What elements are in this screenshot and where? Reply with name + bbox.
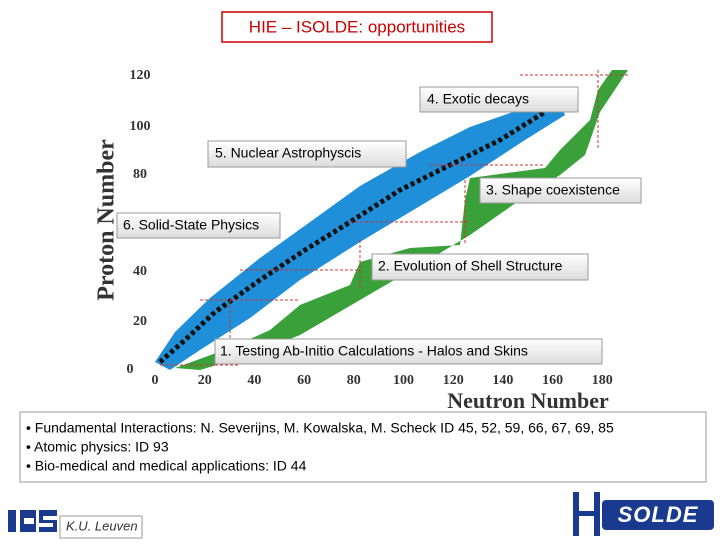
topic-label: 4. Exotic decays: [427, 91, 529, 107]
stable-nuclei: [158, 109, 547, 364]
x-tick-label: 140: [492, 373, 513, 388]
topic-label: 2. Evolution of Shell Structure: [378, 258, 563, 274]
x-tick-label: 180: [592, 373, 613, 388]
topic-box: [207, 140, 407, 168]
topic-box: [371, 253, 589, 281]
title: HIE – ISOLDE: opportunities: [249, 17, 465, 36]
x-tick-label: 160: [542, 373, 563, 388]
x-tick-label: 80: [347, 373, 361, 388]
x-tick-label: 120: [443, 373, 464, 388]
x-tick-label: 20: [198, 373, 212, 388]
bullet-box: [19, 411, 707, 483]
y-axis-label: Proton Number: [94, 139, 120, 301]
topic-box: [116, 212, 281, 239]
y-tick-label: 120: [130, 68, 151, 83]
x-tick-label: 0: [152, 373, 159, 388]
topic-boxes: 4. Exotic decays 5. Nuclear Astrophyscis…: [116, 86, 642, 365]
topic-box: [479, 177, 642, 204]
y-tick-label: 0: [127, 362, 134, 377]
magic-lines: [160, 70, 628, 366]
svg-text:SOLDE: SOLDE: [618, 502, 699, 527]
topic-box: [419, 86, 579, 113]
isolde-logo: SOLDE: [573, 492, 714, 536]
bullet: • Bio-medical and medical applications: …: [26, 458, 307, 474]
topic-label: 6. Solid-State Physics: [123, 217, 259, 233]
x-axis-label: Neutron Number: [447, 388, 609, 413]
bullet: • Fundamental Interactions: N. Severijns…: [26, 420, 614, 436]
nuclide-chart: [155, 70, 628, 370]
x-tick-label: 40: [247, 373, 261, 388]
topic-label: 5. Nuclear Astrophyscis: [215, 145, 361, 161]
y-tick-label: 100: [130, 119, 151, 134]
topic-label: 1. Testing Ab-Initio Calculations - Halo…: [220, 343, 528, 359]
y-tick-label: 20: [133, 314, 147, 329]
x-ticks: 0 20 40 60 80 100 120 140 160 180: [152, 373, 613, 388]
topic-box: [214, 338, 603, 365]
x-tick-label: 60: [297, 373, 311, 388]
y-tick-label: 80: [133, 167, 147, 182]
institute-box: [59, 515, 143, 539]
iks-logo: [8, 510, 57, 532]
bullet: • Atomic physics: ID 93: [26, 439, 169, 455]
title-box: [221, 11, 493, 43]
y-tick-label: 40: [133, 264, 147, 279]
institute: K.U. Leuven: [66, 518, 138, 533]
topic-label: 3. Shape coexistence: [486, 182, 620, 198]
x-tick-label: 100: [393, 373, 414, 388]
